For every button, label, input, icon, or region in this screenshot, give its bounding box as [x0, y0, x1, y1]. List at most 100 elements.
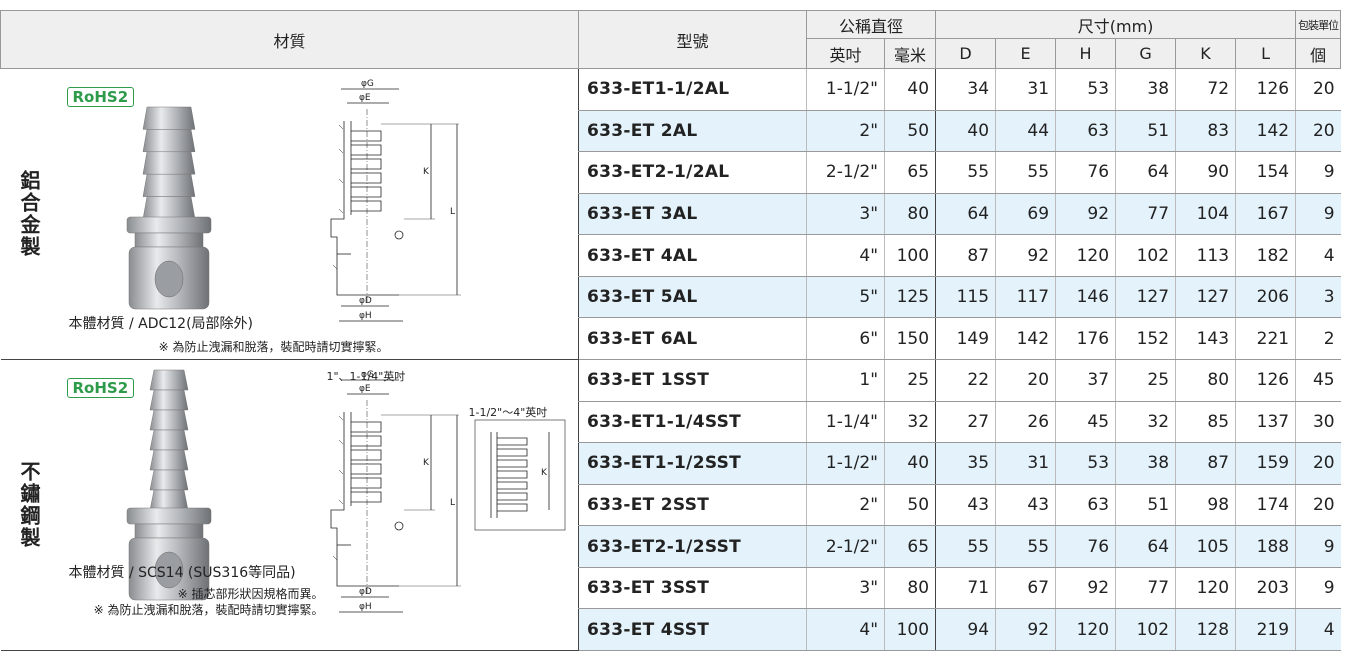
value-cell: 94 — [935, 608, 996, 651]
value-cell: 44 — [995, 110, 1056, 153]
value-cell: 27 — [935, 401, 996, 444]
value-cell: 1" — [806, 359, 885, 402]
value-cell: 38 — [1115, 442, 1176, 485]
material-text: 本體材質 / ADC12(局部除外) — [68, 316, 254, 332]
value-cell: 1-1/2" — [806, 442, 885, 485]
value-cell: 92 — [1055, 567, 1116, 610]
value-cell: 20 — [995, 359, 1056, 402]
value-cell: 102 — [1115, 234, 1176, 277]
value-cell: 4" — [806, 608, 885, 651]
value-cell: 137 — [1235, 401, 1296, 444]
product-photo — [126, 369, 211, 601]
value-cell: 26 — [995, 401, 1056, 444]
value-cell: 40 — [935, 110, 996, 153]
value-cell: 127 — [1175, 276, 1236, 319]
value-cell: 64 — [1115, 151, 1176, 194]
value-cell: 51 — [1115, 484, 1176, 527]
header-dim: H — [1055, 38, 1117, 69]
value-cell: 188 — [1235, 525, 1296, 568]
value-cell: 102 — [1115, 608, 1176, 651]
value-cell: 3 — [1295, 276, 1341, 319]
value-cell: 174 — [1235, 484, 1296, 527]
material-text: 本體材質 / SCS14 (SUS316等同品) — [68, 565, 296, 581]
drawing-caption: 1"、1-1/4"英吋 — [326, 370, 406, 383]
value-cell: 150 — [884, 317, 937, 360]
value-cell: 92 — [995, 234, 1056, 277]
dimension-drawing — [330, 379, 565, 613]
value-cell: 159 — [1235, 442, 1296, 485]
header-dim: D — [935, 38, 997, 69]
illustration: φG φE K LφD φH — [126, 79, 461, 322]
table-row: 633-ET 5AL 5" 125 115 117 146 127 127 206 3 — [1, 276, 1341, 319]
table-row: 633-ET2-1/2AL 2-1/2" 65 55 55 76 64 90 154 9 — [1, 151, 1341, 194]
value-cell: 3" — [806, 193, 885, 236]
drawing-label: φG — [361, 370, 374, 380]
drawing-label: φD — [359, 296, 372, 306]
value-cell: 63 — [1055, 484, 1116, 527]
value-cell: 120 — [1175, 567, 1236, 610]
value-cell: 76 — [1055, 525, 1116, 568]
model-cell: 633-ET 6AL — [578, 317, 807, 360]
header-mm: 毫米 — [884, 38, 937, 69]
value-cell: 77 — [1115, 193, 1176, 236]
value-cell: 87 — [935, 234, 996, 277]
value-cell: 142 — [995, 317, 1056, 360]
value-cell: 32 — [884, 401, 937, 444]
value-cell: 3" — [806, 567, 885, 610]
value-cell: 80 — [1175, 359, 1236, 402]
value-cell: 64 — [1115, 525, 1176, 568]
dimension-drawing — [330, 88, 461, 322]
material-label: 鋁合金製 — [0, 68, 59, 360]
value-cell: 32 — [1115, 401, 1176, 444]
value-cell: 2" — [806, 484, 885, 527]
value-cell: 221 — [1235, 317, 1296, 360]
table-row: 633-ET 4SST 4" 100 94 92 120 102 128 219 4 — [1, 608, 1341, 651]
value-cell: 142 — [1235, 110, 1296, 153]
header-dim: L — [1235, 38, 1297, 69]
value-cell: 45 — [1055, 401, 1116, 444]
table-row: 633-ET 6AL 6" 150 149 142 176 152 143 221 2 — [1, 317, 1341, 360]
drawing-label: K — [541, 468, 548, 478]
table-row: 633-ET 3SST 3" 80 71 67 92 77 120 203 9 — [1, 567, 1341, 610]
model-cell: 633-ET 5AL — [578, 276, 807, 319]
value-cell: 69 — [995, 193, 1056, 236]
value-cell: 72 — [1175, 68, 1236, 111]
value-cell: 117 — [995, 276, 1056, 319]
value-cell: 4 — [1295, 608, 1341, 651]
value-cell: 80 — [884, 193, 937, 236]
value-cell: 167 — [1235, 193, 1296, 236]
value-cell: 9 — [1295, 525, 1341, 568]
value-cell: 143 — [1175, 317, 1236, 360]
illustration: φG φE K LφD φH K — [126, 369, 565, 613]
value-cell: 55 — [935, 525, 996, 568]
spec-table: 材質 型號 公稱直徑 尺寸(mm) 包裝單位 英吋 毫米 D E H G K L 個 鋁合金製 φG φE K… — [0, 10, 1342, 651]
value-cell: 113 — [1175, 234, 1236, 277]
value-cell: 154 — [1235, 151, 1296, 194]
value-cell: 80 — [884, 567, 937, 610]
value-cell: 9 — [1295, 193, 1341, 236]
value-cell: 9 — [1295, 151, 1341, 194]
value-cell: 34 — [935, 68, 996, 111]
drawing-label: L — [450, 207, 455, 217]
model-cell: 633-ET1-1/4SST — [578, 401, 807, 444]
value-cell: 63 — [1055, 110, 1116, 153]
value-cell: 53 — [1055, 68, 1116, 111]
value-cell: 203 — [1235, 567, 1296, 610]
value-cell: 126 — [1235, 359, 1296, 402]
model-cell: 633-ET 3SST — [578, 567, 807, 610]
header-unit: 個 — [1295, 38, 1342, 69]
value-cell: 92 — [995, 608, 1056, 651]
value-cell: 20 — [1295, 442, 1341, 485]
model-cell: 633-ET2-1/2AL — [578, 151, 807, 194]
value-cell: 4" — [806, 234, 885, 277]
value-cell: 152 — [1115, 317, 1176, 360]
drawing-label: φE — [359, 384, 371, 394]
value-cell: 77 — [1115, 567, 1176, 610]
table-row: 633-ET 3AL 3" 80 64 69 92 77 104 167 9 — [1, 193, 1341, 236]
value-cell: 55 — [935, 151, 996, 194]
